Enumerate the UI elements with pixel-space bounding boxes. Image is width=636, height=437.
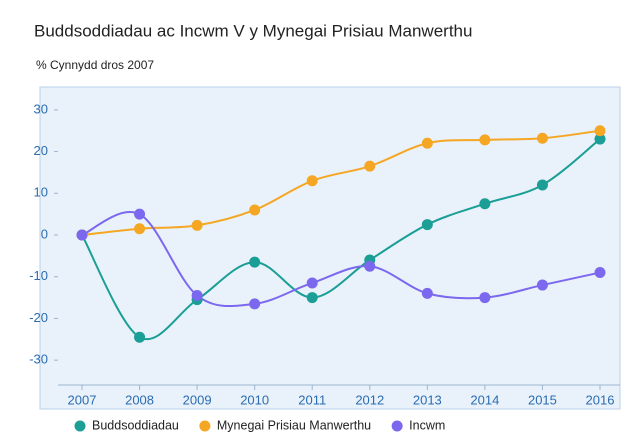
data-point (479, 134, 491, 146)
y-tick-label: 20 (34, 143, 48, 158)
x-tick-label: 2010 (240, 392, 269, 407)
data-point (536, 179, 548, 191)
data-point (536, 279, 548, 291)
data-point (421, 287, 433, 299)
data-point (594, 125, 606, 137)
y-axis-label: % Cynnydd dros 2007 (36, 58, 154, 72)
data-point (536, 132, 548, 144)
series-line (81, 211, 601, 308)
series-line (81, 129, 601, 236)
data-point (306, 277, 318, 289)
data-point (421, 137, 433, 149)
data-point (134, 208, 146, 220)
data-point (249, 256, 261, 268)
data-point (306, 292, 318, 304)
y-tick-label: 30 (34, 101, 48, 116)
x-tick-label: 2013 (413, 392, 442, 407)
data-point (421, 219, 433, 231)
y-tick-label: -30 (29, 352, 48, 367)
data-point (479, 292, 491, 304)
data-point (134, 223, 146, 235)
data-point (306, 175, 318, 187)
series-line (81, 138, 601, 341)
data-point (364, 160, 376, 172)
data-point (191, 289, 203, 301)
x-tick-label: 2008 (125, 392, 154, 407)
legend-marker (391, 420, 403, 432)
data-point (191, 219, 203, 231)
legend-marker (199, 420, 211, 432)
x-tick-label: 2014 (470, 392, 499, 407)
x-tick-label: 2015 (528, 392, 557, 407)
y-tick-label: -20 (29, 310, 48, 325)
legend-label: Buddsoddiadau (92, 418, 179, 432)
data-point (364, 260, 376, 272)
x-tick-label: 2009 (183, 392, 212, 407)
data-point (134, 331, 146, 343)
x-tick-label: 2012 (355, 392, 384, 407)
plot-background (39, 86, 621, 410)
x-tick-label: 2007 (68, 392, 97, 407)
data-point (594, 267, 606, 279)
data-point (479, 198, 491, 210)
y-tick-label: 0 (41, 226, 48, 241)
data-point (249, 204, 261, 216)
data-point (594, 133, 606, 145)
chart-title: Buddsoddiadau ac Incwm V y Mynegai Prisi… (34, 21, 472, 40)
legend-label: Mynegai Prisiau Manwerthu (217, 418, 371, 432)
legend-marker (74, 420, 86, 432)
x-tick-label: 2011 (298, 392, 326, 407)
y-tick-label: -10 (29, 268, 48, 283)
x-tick-label: 2016 (586, 392, 615, 407)
data-point (76, 229, 88, 241)
y-tick-label: 10 (34, 185, 48, 200)
legend-label: Incwm (409, 418, 445, 432)
data-point (249, 298, 261, 310)
